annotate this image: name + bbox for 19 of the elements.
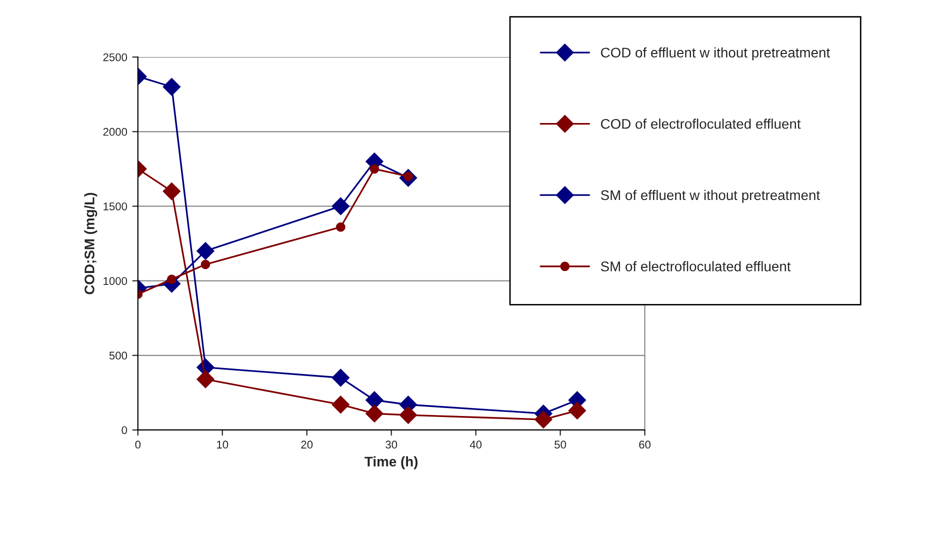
y-tick-label: 2000 bbox=[103, 128, 128, 136]
y-tick-label: 2500 bbox=[103, 53, 128, 62]
x-tick-label: 60 bbox=[639, 440, 651, 449]
x-tick-label: 0 bbox=[135, 440, 141, 449]
legend-label: COD of electrofloculated effluent bbox=[601, 118, 801, 129]
legend-label: COD of effluent w ithout pretreatment bbox=[601, 47, 830, 60]
y-tick-label: 1500 bbox=[104, 202, 128, 210]
x-tick-label: 30 bbox=[386, 440, 398, 449]
x-tick-label: 40 bbox=[470, 440, 482, 449]
x-tick-label: 50 bbox=[554, 440, 566, 449]
x-axis-title: Time (h) bbox=[364, 456, 418, 470]
y-tick-label: 500 bbox=[109, 352, 128, 360]
y-tick-label: 1000 bbox=[104, 277, 128, 285]
x-tick-label: 20 bbox=[301, 440, 313, 449]
x-tick-label: 10 bbox=[217, 440, 228, 449]
legend-label: SM of effluent w ithout pretreatment bbox=[600, 190, 820, 203]
y-tick-label: 0 bbox=[122, 426, 128, 434]
y-axis-title: COD;SM (mg/L) bbox=[84, 192, 98, 294]
legend-label: SM of electrofloculated effluent bbox=[600, 261, 791, 272]
